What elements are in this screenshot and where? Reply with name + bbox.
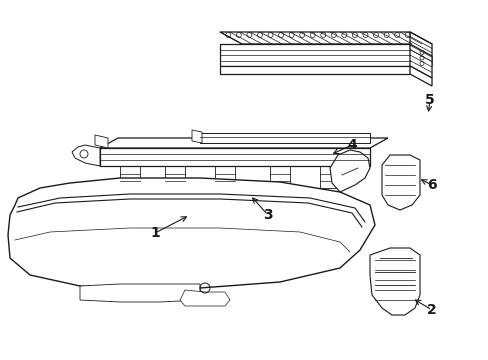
Polygon shape xyxy=(409,44,431,78)
Polygon shape xyxy=(164,166,184,188)
Polygon shape xyxy=(319,166,339,188)
Polygon shape xyxy=(220,44,409,66)
Polygon shape xyxy=(269,166,289,188)
Polygon shape xyxy=(369,248,419,315)
Polygon shape xyxy=(8,178,374,290)
Polygon shape xyxy=(200,133,369,143)
Polygon shape xyxy=(80,284,200,302)
Text: 5: 5 xyxy=(424,93,434,107)
Polygon shape xyxy=(180,290,229,306)
Polygon shape xyxy=(100,148,369,166)
Polygon shape xyxy=(120,166,140,188)
Polygon shape xyxy=(95,135,108,148)
Polygon shape xyxy=(409,66,431,86)
Polygon shape xyxy=(329,150,369,192)
Polygon shape xyxy=(192,130,202,143)
Text: 4: 4 xyxy=(346,138,356,152)
Polygon shape xyxy=(220,66,409,74)
Text: 6: 6 xyxy=(427,178,436,192)
Polygon shape xyxy=(220,32,431,44)
Polygon shape xyxy=(381,155,419,210)
Text: 1: 1 xyxy=(150,226,160,240)
Polygon shape xyxy=(409,32,431,66)
Text: 2: 2 xyxy=(426,303,436,317)
Text: 3: 3 xyxy=(263,208,272,222)
Polygon shape xyxy=(100,138,387,148)
Polygon shape xyxy=(215,166,235,188)
Polygon shape xyxy=(72,145,100,166)
